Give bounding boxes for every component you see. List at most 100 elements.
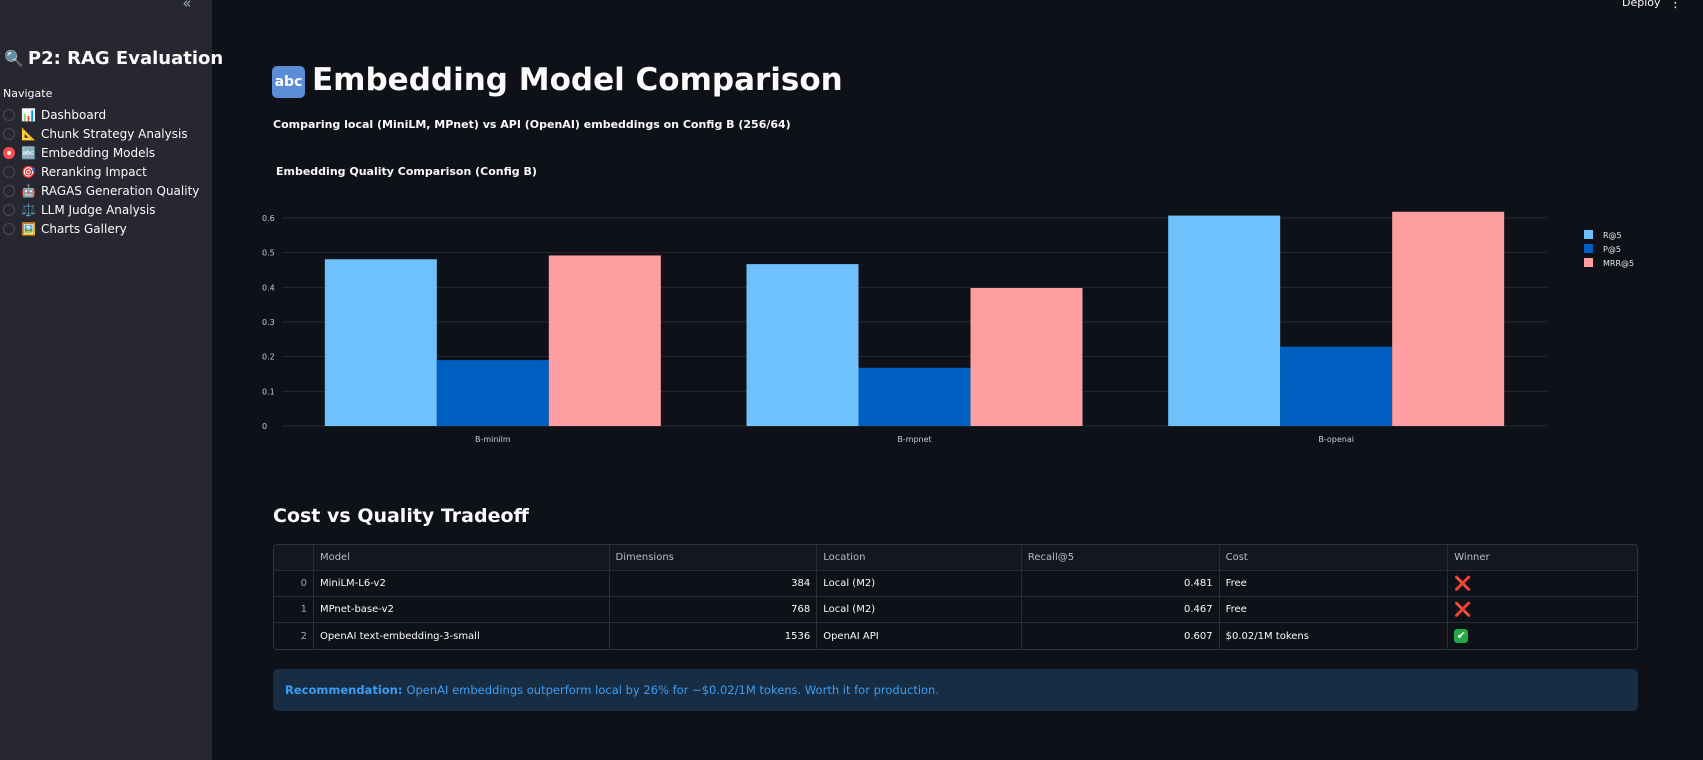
deploy-button[interactable]: Deploy [1622, 0, 1661, 9]
page-subtitle: Comparing local (MiniLM, MPnet) vs API (… [273, 118, 791, 131]
legend-label: P@5 [1603, 245, 1621, 254]
recommendation-label: Recommendation: [285, 683, 403, 697]
bar-chart-svg: Embedding Quality Comparison (Config B) 0… [262, 165, 1634, 444]
dimensions-cell[interactable]: 384 [610, 571, 818, 596]
dimensions-cell[interactable]: 1536 [610, 623, 818, 649]
location-cell[interactable]: OpenAI API [817, 623, 1022, 649]
column-header-dimensions[interactable]: Dimensions [610, 545, 818, 570]
recall-cell[interactable]: 0.607 [1022, 623, 1220, 649]
radio-button[interactable] [3, 184, 15, 197]
nav-item-dashboard[interactable]: 📊 Dashboard [3, 105, 199, 124]
y-tick-label: 0.2 [262, 353, 275, 362]
check-mark-icon: ✔ [1454, 629, 1469, 643]
radio-button[interactable] [3, 222, 15, 235]
nav-radio-group: 📊 Dashboard 📐 Chunk Strategy Analysis 🔤 … [3, 105, 199, 238]
recall-cell[interactable]: 0.481 [1022, 571, 1220, 596]
cost-cell[interactable]: $0.02/1M tokens [1220, 623, 1449, 649]
bar-r5-b-minilm [324, 259, 437, 426]
model-cell[interactable]: OpenAI text-embedding-3-small [314, 623, 610, 649]
dimensions-cell[interactable]: 768 [610, 597, 818, 622]
y-tick-label: 0.6 [262, 214, 275, 223]
target-icon: 🎯 [21, 164, 36, 179]
recommendation-text: OpenAI embeddings outperform local by 26… [406, 683, 940, 697]
column-header-cost[interactable]: Cost [1220, 545, 1449, 570]
nav-item-llm-judge[interactable]: ⚖️ LLM Judge Analysis [3, 200, 199, 219]
location-cell[interactable]: Local (M2) [817, 571, 1022, 596]
row-index: 2 [274, 623, 314, 649]
column-header-winner[interactable]: Winner [1454, 552, 1490, 563]
column-header-index[interactable] [274, 545, 314, 570]
legend-swatch [1584, 230, 1593, 239]
nav-item-chunk-strategy[interactable]: 📐 Chunk Strategy Analysis [3, 124, 199, 143]
nav-item-ragas-generation[interactable]: 🤖 RAGAS Generation Quality [3, 181, 199, 200]
recommendation-alert: Recommendation: OpenAI embeddings outper… [273, 669, 1638, 711]
radio-button[interactable] [3, 108, 15, 121]
y-tick-label: 0.1 [262, 387, 275, 396]
model-cell[interactable]: MiniLM-L6-v2 [314, 571, 610, 596]
radio-button[interactable] [3, 127, 15, 140]
nav-item-label: Reranking Impact [40, 164, 147, 179]
location-cell[interactable]: Local (M2) [817, 597, 1022, 622]
cost-cell[interactable]: Free [1220, 597, 1449, 622]
table-row: 2 OpenAI text-embedding-3-small 1536 Ope… [274, 623, 1637, 649]
winner-cell[interactable]: ❌ [1448, 597, 1637, 622]
page-title: abc Embedding Model Comparison [272, 62, 843, 98]
scales-icon: ⚖️ [21, 202, 36, 217]
app-title-text: P2: RAG Evaluation [27, 48, 224, 69]
legend-label: MRR@5 [1603, 259, 1634, 268]
y-tick-label: 0.4 [262, 283, 275, 292]
column-header-location[interactable]: Location [817, 545, 1022, 570]
cost-quality-table: Model Dimensions Location Recall@5 Cost … [273, 544, 1638, 650]
embedding-quality-chart[interactable]: Embedding Quality Comparison (Config B) 0… [262, 160, 1642, 455]
model-cell[interactable]: MPnet-base-v2 [314, 597, 610, 622]
sidebar: « 🔍 P2: RAG Evaluation Navigate 📊 Dashboa… [0, 0, 223, 760]
bar-mrr5-b-mpnet [970, 288, 1083, 426]
framed-picture-icon: 🖼️ [21, 221, 36, 236]
bar-r5-b-openai [1168, 215, 1281, 426]
section-title: Cost vs Quality Tradeoff [273, 505, 529, 527]
nav-item-label: Embedding Models [40, 145, 156, 160]
nav-item-label: LLM Judge Analysis [40, 202, 156, 217]
nav-item-charts-gallery[interactable]: 🖼️ Charts Gallery [3, 219, 199, 238]
y-tick-label: 0 [262, 422, 267, 431]
nav-item-label: Charts Gallery [40, 221, 127, 236]
row-index: 1 [274, 597, 314, 622]
magnifier-icon: 🔍 [4, 49, 24, 68]
radio-button[interactable] [3, 165, 15, 178]
winner-cell[interactable]: ❌ [1448, 571, 1637, 596]
table-row: 0 MiniLM-L6-v2 384 Local (M2) 0.481 Free… [274, 571, 1637, 597]
cross-mark-icon: ❌ [1454, 601, 1472, 618]
chart-title: Embedding Quality Comparison (Config B) [276, 165, 537, 178]
abc-icon: abc [272, 66, 305, 98]
cost-cell[interactable]: Free [1220, 571, 1449, 596]
table-header-row: Model Dimensions Location Recall@5 Cost … [274, 545, 1637, 571]
app-title: 🔍 P2: RAG Evaluation [4, 48, 223, 69]
bar-p5-b-openai [1280, 346, 1393, 426]
nav-item-reranking-impact[interactable]: 🎯 Reranking Impact [3, 162, 199, 181]
y-tick-label: 0.3 [262, 318, 275, 327]
cross-mark-icon: ❌ [1454, 575, 1472, 592]
column-header-model[interactable]: Model [314, 545, 610, 570]
winner-cell[interactable]: ✔ [1448, 623, 1637, 649]
nav-item-embedding-models[interactable]: 🔤 Embedding Models [3, 143, 199, 162]
bar-p5-b-mpnet [858, 367, 971, 426]
column-header-recall[interactable]: Recall@5 [1022, 545, 1220, 570]
main-menu-icon[interactable]: ⋮ [1669, 0, 1682, 11]
nav-item-label: Chunk Strategy Analysis [40, 126, 188, 141]
radio-button[interactable] [3, 203, 15, 216]
legend-swatch [1584, 244, 1593, 253]
bar-mrr5-b-minilm [548, 255, 661, 426]
legend-label: R@5 [1603, 231, 1622, 240]
radio-button-selected[interactable] [3, 146, 15, 159]
legend-swatch [1584, 258, 1593, 267]
robot-icon: 🤖 [21, 183, 36, 198]
bar-p5-b-minilm [436, 360, 549, 426]
recall-cell[interactable]: 0.467 [1022, 597, 1220, 622]
bar-r5-b-mpnet [746, 264, 859, 426]
x-tick-label: B-openai [1318, 435, 1354, 444]
table-row: 1 MPnet-base-v2 768 Local (M2) 0.467 Fre… [274, 597, 1637, 623]
x-tick-label: B-mpnet [897, 435, 931, 444]
bar-chart-icon: 📊 [21, 107, 36, 122]
collapse-sidebar-icon[interactable]: « [182, 0, 192, 12]
bar-mrr5-b-openai [1392, 211, 1505, 426]
